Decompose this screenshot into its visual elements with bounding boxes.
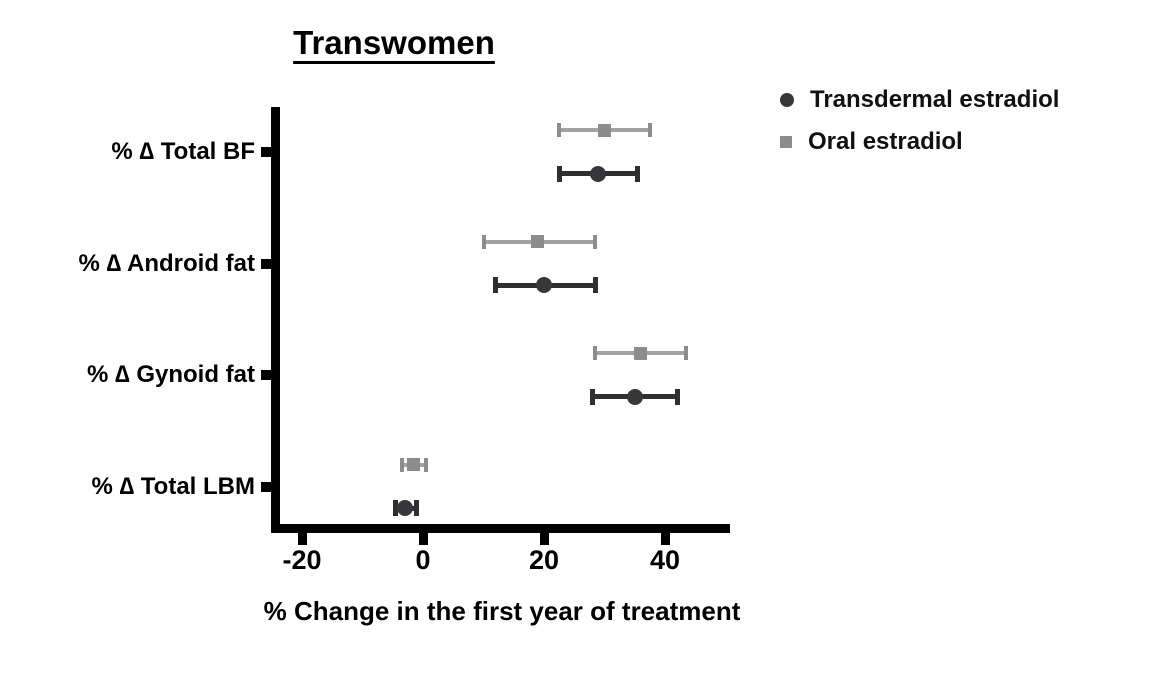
- legend-label: Transdermal estradiol: [810, 86, 1060, 113]
- error-bar-cap: [481, 234, 486, 249]
- y-tick: [261, 481, 271, 492]
- error-bar-cap: [557, 123, 562, 137]
- error-bar-cap: [592, 277, 598, 293]
- x-tick-label: -20: [282, 545, 322, 575]
- x-tick-label: 0: [415, 545, 431, 575]
- data-marker-square: [634, 346, 648, 360]
- x-tick-label: 20: [528, 545, 560, 575]
- y-tick: [261, 258, 271, 269]
- error-bar-cap: [424, 457, 429, 472]
- error-bar-cap: [593, 234, 598, 249]
- data-marker-circle: [626, 388, 643, 405]
- y-tick: [261, 370, 271, 380]
- data-marker-square: [531, 235, 545, 248]
- error-bar-cap: [589, 388, 595, 405]
- data-marker-circle: [590, 165, 607, 182]
- legend-label: Oral estradiol: [808, 128, 963, 155]
- y-axis: [271, 107, 280, 533]
- error-bar-cap: [399, 457, 404, 472]
- data-marker-circle: [536, 277, 552, 293]
- x-tick: [418, 533, 428, 545]
- legend: Transdermal estradiol Oral estradiol: [780, 86, 1059, 170]
- x-axis: [271, 524, 730, 533]
- y-category-label: % ∆ Total LBM: [91, 472, 255, 500]
- data-marker-square: [598, 123, 611, 137]
- x-tick: [660, 533, 670, 545]
- x-tick: [297, 533, 307, 545]
- data-marker-square: [407, 458, 421, 471]
- error-bar-cap: [556, 165, 562, 182]
- error-bar-cap: [493, 277, 499, 293]
- error-bar-cap: [684, 346, 689, 360]
- legend-circle-icon: [780, 93, 794, 107]
- x-axis-label: % Change in the first year of treatment: [263, 596, 741, 626]
- error-bar-cap: [674, 388, 680, 405]
- legend-square-icon: [780, 136, 792, 148]
- chart-title: Transwomen: [293, 24, 495, 61]
- y-category-label: % ∆ Gynoid fat: [86, 361, 255, 388]
- legend-item: Transdermal estradiol: [780, 86, 1059, 114]
- y-category-label: % ∆ Total BF: [111, 138, 255, 165]
- legend-item: Oral estradiol: [780, 128, 1059, 156]
- y-tick: [261, 147, 271, 157]
- error-bar-cap: [393, 500, 399, 516]
- error-bar-cap: [635, 165, 641, 182]
- error-bar-cap: [593, 346, 598, 360]
- error-bar-cap: [414, 500, 420, 516]
- error-bar-cap: [647, 123, 652, 137]
- x-tick: [539, 533, 549, 545]
- x-tick-label: 40: [649, 545, 681, 575]
- data-marker-circle: [396, 500, 413, 516]
- y-category-label: % ∆ Android fat: [78, 249, 255, 277]
